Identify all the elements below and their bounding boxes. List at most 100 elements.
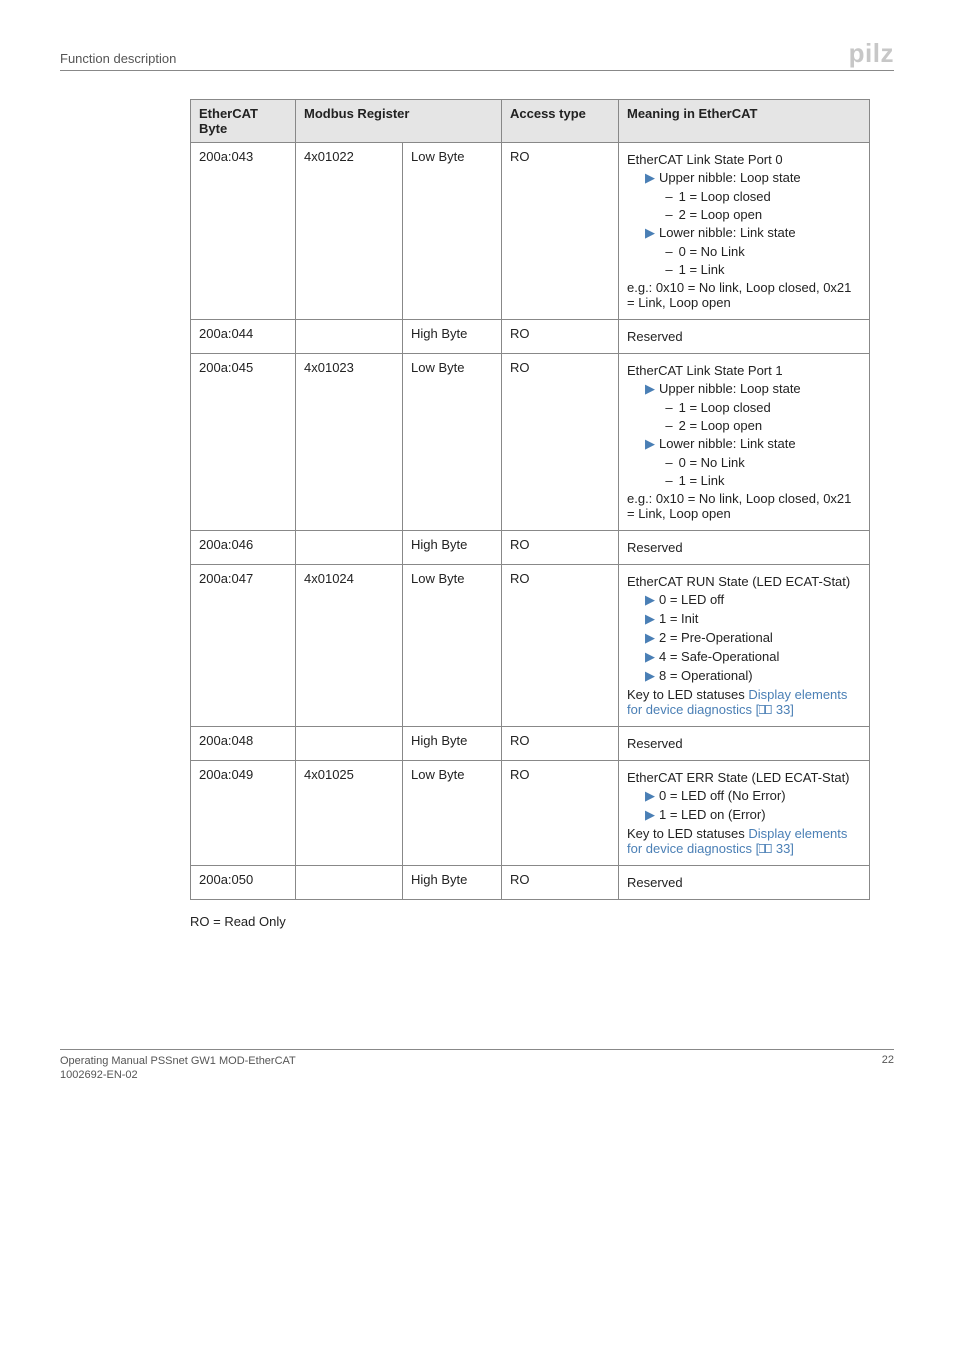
cell-access: RO bbox=[502, 761, 619, 866]
cell-byte: 200a:048 bbox=[191, 727, 296, 761]
bullet-level1: ▶4 = Safe-Operational bbox=[627, 649, 861, 665]
cell-byte: 200a:047 bbox=[191, 565, 296, 727]
cell-register bbox=[296, 727, 403, 761]
table-row: 200a:046 High ByteRO Reserved bbox=[191, 531, 870, 565]
bullet-level2: – 0 = No Link bbox=[627, 244, 861, 259]
bullet-level1: ▶Upper nibble: Loop state bbox=[627, 170, 861, 186]
bullet-level2: – 2 = Loop open bbox=[627, 207, 861, 222]
cell-text: EtherCAT RUN State (LED ECAT-Stat) bbox=[627, 574, 861, 589]
ethercat-table: EtherCAT Byte Modbus Register Access typ… bbox=[190, 99, 870, 900]
th-access-type: Access type bbox=[502, 100, 619, 143]
cell-access: RO bbox=[502, 565, 619, 727]
arrow-icon: ▶ bbox=[645, 381, 659, 397]
arrow-icon: ▶ bbox=[645, 592, 659, 608]
cell-highlow: Low Byte bbox=[403, 143, 502, 320]
table-row: 200a:050 High ByteRO Reserved bbox=[191, 866, 870, 900]
footer-manual-title: Operating Manual PSSnet GW1 MOD-EtherCAT bbox=[60, 1055, 296, 1067]
cell-access: RO bbox=[502, 531, 619, 565]
th-meaning: Meaning in EtherCAT bbox=[619, 100, 870, 143]
table-row: 200a:048 High ByteRO Reserved bbox=[191, 727, 870, 761]
cell-register bbox=[296, 866, 403, 900]
footer-page-number: 22 bbox=[882, 1054, 894, 1083]
bullet-level1: ▶2 = Pre-Operational bbox=[627, 630, 861, 646]
bullet-level2: – 2 = Loop open bbox=[627, 418, 861, 433]
cell-meaning: Reserved bbox=[619, 727, 870, 761]
cell-text: Reserved bbox=[627, 875, 861, 890]
bullet-level1: ▶0 = LED off bbox=[627, 592, 861, 608]
cell-meaning: EtherCAT ERR State (LED ECAT-Stat) ▶0 = L… bbox=[619, 761, 870, 866]
cell-byte: 200a:049 bbox=[191, 761, 296, 866]
cell-meaning: Reserved bbox=[619, 531, 870, 565]
cell-text: Reserved bbox=[627, 736, 861, 751]
cell-meaning: EtherCAT RUN State (LED ECAT-Stat) ▶0 = L… bbox=[619, 565, 870, 727]
cell-byte: 200a:043 bbox=[191, 143, 296, 320]
cell-byte: 200a:045 bbox=[191, 354, 296, 531]
bullet-level1: ▶1 = LED on (Error) bbox=[627, 807, 861, 823]
cell-byte: 200a:044 bbox=[191, 320, 296, 354]
cell-text: EtherCAT Link State Port 0 bbox=[627, 152, 861, 167]
cell-access: RO bbox=[502, 866, 619, 900]
cell-register: 4x01024 bbox=[296, 565, 403, 727]
arrow-icon: ▶ bbox=[645, 630, 659, 646]
cell-register: 4x01025 bbox=[296, 761, 403, 866]
cell-highlow: Low Byte bbox=[403, 354, 502, 531]
cell-highlow: High Byte bbox=[403, 866, 502, 900]
arrow-icon: ▶ bbox=[645, 225, 659, 241]
arrow-icon: ▶ bbox=[645, 668, 659, 684]
cell-byte: 200a:046 bbox=[191, 531, 296, 565]
cell-meaning: Reserved bbox=[619, 320, 870, 354]
arrow-icon: ▶ bbox=[645, 170, 659, 186]
cell-highlow: High Byte bbox=[403, 531, 502, 565]
table-row: 200a:044 High ByteRO Reserved bbox=[191, 320, 870, 354]
cell-text: e.g.: 0x10 = No link, Loop closed, 0x21 … bbox=[627, 491, 861, 521]
cell-meaning: EtherCAT Link State Port 0 ▶Upper nibble:… bbox=[619, 143, 870, 320]
cell-text: Key to LED statuses Display elements for… bbox=[627, 687, 861, 717]
xref-link[interactable]: Display elements for device diagnostics … bbox=[627, 826, 847, 856]
arrow-icon: ▶ bbox=[645, 649, 659, 665]
cell-register: 4x01023 bbox=[296, 354, 403, 531]
cell-text: e.g.: 0x10 = No link, Loop closed, 0x21 … bbox=[627, 280, 861, 310]
bullet-level2: – 1 = Link bbox=[627, 473, 861, 488]
table-row: 200a:0454x01023Low ByteROEtherCAT Link S… bbox=[191, 354, 870, 531]
cell-highlow: Low Byte bbox=[403, 565, 502, 727]
bullet-level1: ▶1 = Init bbox=[627, 611, 861, 627]
arrow-icon: ▶ bbox=[645, 611, 659, 627]
bullet-level1: ▶Lower nibble: Link state bbox=[627, 225, 861, 241]
table-row: 200a:0434x01022Low ByteROEtherCAT Link S… bbox=[191, 143, 870, 320]
cell-register bbox=[296, 531, 403, 565]
cell-register bbox=[296, 320, 403, 354]
bullet-level2: – 1 = Link bbox=[627, 262, 861, 277]
cell-byte: 200a:050 bbox=[191, 866, 296, 900]
header-section-title: Function description bbox=[60, 51, 176, 66]
cell-text: EtherCAT Link State Port 1 bbox=[627, 363, 861, 378]
bullet-level2: – 1 = Loop closed bbox=[627, 189, 861, 204]
arrow-icon: ▶ bbox=[645, 788, 659, 804]
th-ethercat-byte: EtherCAT Byte bbox=[191, 100, 296, 143]
page-header: Function description pilz bbox=[60, 40, 894, 71]
cell-access: RO bbox=[502, 727, 619, 761]
bullet-level1: ▶Lower nibble: Link state bbox=[627, 436, 861, 452]
bullet-level1: ▶0 = LED off (No Error) bbox=[627, 788, 861, 804]
cell-text: Key to LED statuses Display elements for… bbox=[627, 826, 861, 856]
cell-highlow: High Byte bbox=[403, 727, 502, 761]
bullet-level1: ▶Upper nibble: Loop state bbox=[627, 381, 861, 397]
cell-highlow: High Byte bbox=[403, 320, 502, 354]
cell-meaning: EtherCAT Link State Port 1 ▶Upper nibble:… bbox=[619, 354, 870, 531]
pilz-logo: pilz bbox=[849, 40, 894, 66]
table-row: 200a:0494x01025Low ByteROEtherCAT ERR St… bbox=[191, 761, 870, 866]
xref-link[interactable]: Display elements for device diagnostics … bbox=[627, 687, 847, 717]
th-modbus-register: Modbus Register bbox=[296, 100, 502, 143]
bullet-level2: – 0 = No Link bbox=[627, 455, 861, 470]
cell-text: Reserved bbox=[627, 329, 861, 344]
cell-text: EtherCAT ERR State (LED ECAT-Stat) bbox=[627, 770, 861, 785]
cell-text: Reserved bbox=[627, 540, 861, 555]
cell-highlow: Low Byte bbox=[403, 761, 502, 866]
arrow-icon: ▶ bbox=[645, 807, 659, 823]
note-read-only: RO = Read Only bbox=[190, 914, 894, 929]
table-row: 200a:0474x01024Low ByteROEtherCAT RUN St… bbox=[191, 565, 870, 727]
cell-register: 4x01022 bbox=[296, 143, 403, 320]
footer-doc-number: 1002692-EN-02 bbox=[60, 1069, 138, 1081]
cell-access: RO bbox=[502, 320, 619, 354]
cell-meaning: Reserved bbox=[619, 866, 870, 900]
cell-access: RO bbox=[502, 143, 619, 320]
